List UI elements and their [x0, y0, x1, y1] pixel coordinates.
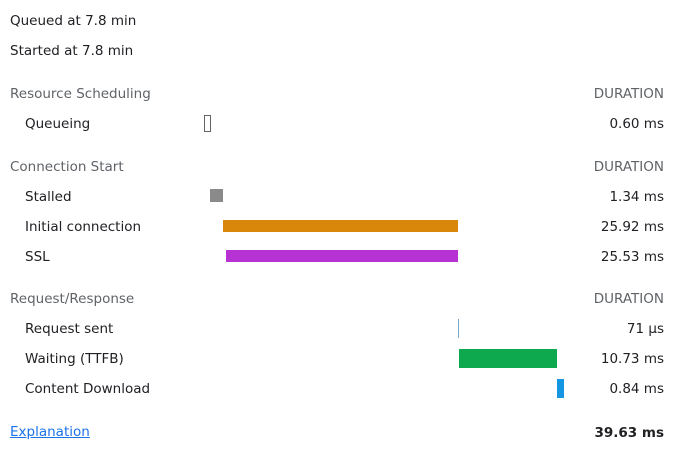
- request-sent-value: 71 µs: [626, 321, 664, 337]
- waiting-ttfb-label: Waiting (TTFB): [25, 351, 124, 367]
- stalled-value: 1.34 ms: [609, 189, 664, 205]
- content-download-bar: [557, 379, 564, 398]
- queueing-label: Queueing: [25, 116, 91, 132]
- content-download-label: Content Download: [25, 381, 151, 397]
- stalled-bar: [210, 189, 223, 202]
- request-sent-bar: [458, 319, 459, 338]
- waiting-ttfb-bar: [459, 349, 557, 368]
- duration-header: DURATION: [593, 86, 664, 102]
- ssl-bar: [226, 250, 458, 262]
- duration-header: DURATION: [593, 159, 664, 175]
- total-duration: 39.63 ms: [594, 425, 664, 441]
- section-title-resource-scheduling: Resource Scheduling: [10, 86, 151, 102]
- waiting-ttfb-value: 10.73 ms: [600, 351, 664, 367]
- queueing-bar: [204, 115, 211, 132]
- initial-connection-value: 25.92 ms: [600, 219, 664, 235]
- ssl-label: SSL: [25, 249, 50, 265]
- section-title-request-response: Request/Response: [10, 291, 135, 307]
- queueing-value: 0.60 ms: [609, 116, 664, 132]
- request-sent-label: Request sent: [25, 321, 114, 337]
- started-at-text: Started at 7.8 min: [10, 43, 134, 59]
- duration-header: DURATION: [593, 291, 664, 307]
- initial-connection-label: Initial connection: [25, 219, 142, 235]
- ssl-value: 25.53 ms: [600, 249, 664, 265]
- queued-at-text: Queued at 7.8 min: [10, 13, 137, 29]
- stalled-label: Stalled: [25, 189, 72, 205]
- content-download-value: 0.84 ms: [609, 381, 664, 397]
- initial-connection-bar: [223, 220, 458, 232]
- section-title-connection-start: Connection Start: [10, 159, 124, 175]
- explanation-link[interactable]: Explanation: [10, 424, 90, 440]
